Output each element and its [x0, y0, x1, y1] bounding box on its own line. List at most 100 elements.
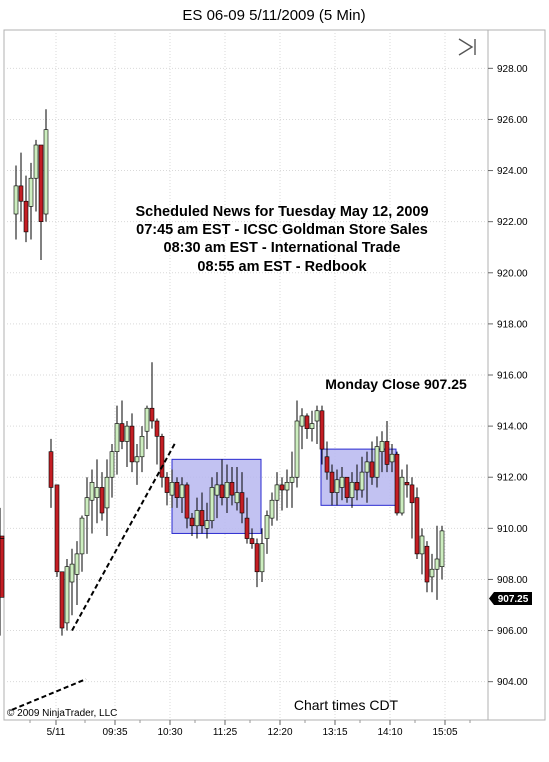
trend-line: [71, 440, 177, 632]
candle-body: [409, 484, 415, 504]
candle-body: [38, 144, 44, 222]
candle-body: [389, 453, 395, 463]
candle-body: [244, 517, 250, 539]
plot-area: [3, 29, 489, 721]
candle-body: [284, 482, 290, 491]
candle-body: [289, 476, 295, 483]
candle-body: [384, 441, 390, 465]
time-tick-label: 13:15: [322, 727, 347, 738]
price-tick-label: 926.00: [497, 115, 528, 126]
candle-body: [254, 543, 260, 573]
last-price-tag-shape: [489, 592, 532, 605]
candle-body: [439, 530, 445, 567]
candle-body: [419, 535, 425, 555]
candle-body: [324, 456, 330, 473]
candle-body: [0, 535, 5, 539]
candle-body: [109, 451, 115, 478]
news-line-1: Scheduled News for Tuesday May 12, 2009: [135, 204, 428, 220]
news-line-2: 07:45 am EST - ICSC Goldman Store Sales: [136, 222, 428, 238]
copyright-note: © 2009 NinjaTrader, LLC: [7, 708, 117, 719]
price-tick-label: 904.00: [497, 677, 528, 688]
candle-body: [339, 476, 345, 488]
trend-line: [11, 678, 87, 711]
monday-close-note: Monday Close 907.25: [325, 376, 467, 392]
candle-body: [0, 538, 5, 598]
candle-body: [189, 517, 195, 527]
candle-body: [259, 543, 265, 573]
candle-body: [429, 568, 435, 578]
candle-body: [379, 441, 385, 452]
news-annotation: Scheduled News for Tuesday May 12, 2009 …: [135, 204, 428, 275]
candle-body: [149, 407, 155, 422]
price-tick-label: 910.00: [497, 524, 528, 535]
candle-body: [74, 553, 80, 575]
candle-body: [424, 545, 430, 583]
candle-body: [64, 566, 70, 624]
candle-body: [399, 476, 405, 514]
time-tick-label: 11:25: [213, 727, 238, 738]
candle-body: [219, 484, 225, 498]
candle-body: [374, 446, 380, 478]
price-tick-label: 922.00: [497, 217, 528, 228]
last-price-tag: 907.25: [489, 592, 532, 605]
candle-body: [314, 410, 320, 422]
skip-to-end-icon[interactable]: [456, 36, 480, 58]
last-price-value: 907.25: [498, 594, 529, 605]
candle-body: [299, 415, 305, 427]
news-line-3: 08:30 am EST - International Trade: [164, 240, 401, 256]
news-line-4: 08:55 am EST - Redbook: [197, 259, 367, 275]
candle-body: [154, 420, 160, 437]
time-tick-label: 5/11: [47, 727, 66, 738]
candle-body: [209, 487, 215, 521]
candle-body: [84, 497, 90, 516]
price-tick-label: 912.00: [497, 473, 528, 484]
candle-body: [214, 484, 220, 496]
candle-body: [344, 476, 350, 498]
price-tick-label: 920.00: [497, 268, 528, 279]
candle-body: [354, 482, 360, 491]
candle-body: [129, 425, 135, 463]
chart-times-note: Chart times CDT: [294, 697, 399, 713]
chart-title: ES 06-09 5/11/2009 (5 Min): [182, 7, 365, 24]
candle-body: [404, 482, 410, 486]
time-tick-label: 10:30: [157, 727, 182, 738]
candle-body: [304, 415, 310, 429]
trend-lines: [11, 440, 177, 711]
candle-body: [99, 487, 105, 514]
candle-body: [264, 515, 270, 539]
candle-body: [48, 451, 54, 488]
candle-body: [414, 497, 420, 555]
candle-body: [139, 436, 145, 458]
time-tick-label: 15:05: [432, 727, 457, 738]
candle-body: [394, 453, 400, 514]
candle-body: [204, 520, 210, 529]
candle-body: [194, 510, 200, 527]
candle-body: [13, 185, 19, 215]
candle-body: [134, 456, 140, 463]
candle-body: [334, 479, 340, 493]
candle-body: [359, 471, 365, 491]
candle-body: [319, 410, 325, 450]
candle-body: [144, 407, 150, 432]
time-tick-label: 12:20: [267, 727, 292, 738]
candle-body: [33, 144, 39, 179]
candle-body: [59, 571, 65, 629]
candle-body: [43, 129, 49, 215]
price-tick-label: 908.00: [497, 575, 528, 586]
candle-body: [364, 461, 370, 473]
candle-body: [434, 558, 440, 570]
candle-body: [164, 476, 170, 493]
candle-body: [18, 185, 24, 202]
candle-body: [114, 423, 120, 452]
candle-body: [294, 420, 300, 478]
candle-body: [124, 425, 130, 442]
time-tick-label: 09:35: [102, 727, 127, 738]
candle-body: [159, 436, 165, 478]
candle-body: [104, 476, 110, 509]
candle-body: [94, 487, 100, 498]
candlesticks: [0, 109, 445, 636]
candle-body: [249, 538, 255, 544]
price-tick-label: 924.00: [497, 166, 528, 177]
price-tick-label: 918.00: [497, 319, 528, 330]
